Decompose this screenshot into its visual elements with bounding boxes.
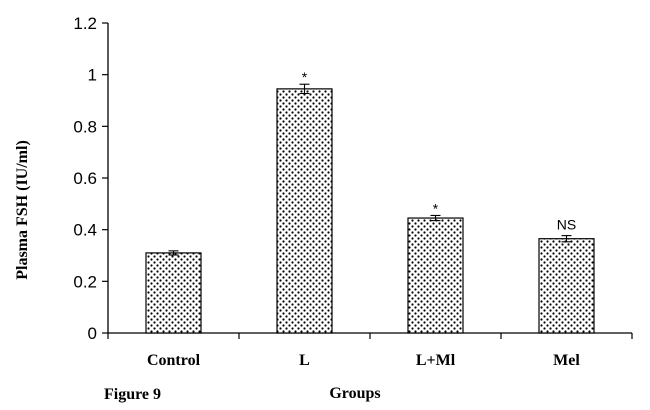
bar-l-ml: [407, 217, 464, 334]
y-tick-label: 0.6: [73, 169, 97, 188]
y-tick-label: 1: [88, 66, 97, 85]
figure-label: Figure 9: [104, 386, 161, 403]
y-axis-title: Plasma FSH (IU/ml): [14, 140, 31, 280]
plot-area: 0 0.2 0.4 0.6 0.8 1 1.2 Control * L * L+Ml NS Mel: [73, 14, 633, 369]
y-tick-label: 0.2: [73, 272, 97, 291]
bar-mel: [538, 238, 595, 334]
y-tick-label: 0.4: [73, 221, 97, 240]
bar-l: [276, 88, 333, 334]
y-tick-label: 0.8: [73, 117, 97, 136]
x-tick-label: Control: [147, 352, 201, 369]
significance-label: *: [302, 69, 308, 85]
x-tick-label: L+Ml: [416, 352, 456, 369]
significance-label: NS: [557, 217, 576, 233]
significance-label: *: [433, 200, 439, 216]
x-axis-title: Groups: [329, 385, 380, 402]
x-tick-label: Mel: [553, 352, 580, 369]
y-tick-label: 1.2: [73, 14, 97, 33]
bar-control: [145, 252, 202, 334]
x-tick-label: L: [299, 352, 310, 369]
y-tick-label: 0: [88, 324, 97, 343]
